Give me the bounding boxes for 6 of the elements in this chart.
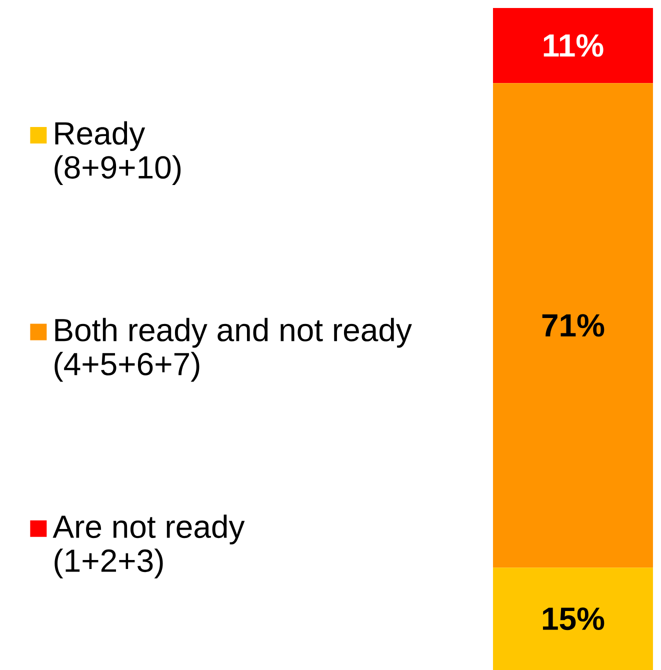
data-label: 71% — [542, 314, 604, 337]
data-label: 15% — [542, 608, 604, 630]
legend-label: Both ready and not ready (4+5+6+7) — [54, 318, 412, 382]
data-label: 11% — [544, 34, 604, 57]
legend-label: Are not ready (1+2+3) — [52, 514, 245, 578]
legend-label: Ready (8+9+10) — [54, 121, 181, 186]
